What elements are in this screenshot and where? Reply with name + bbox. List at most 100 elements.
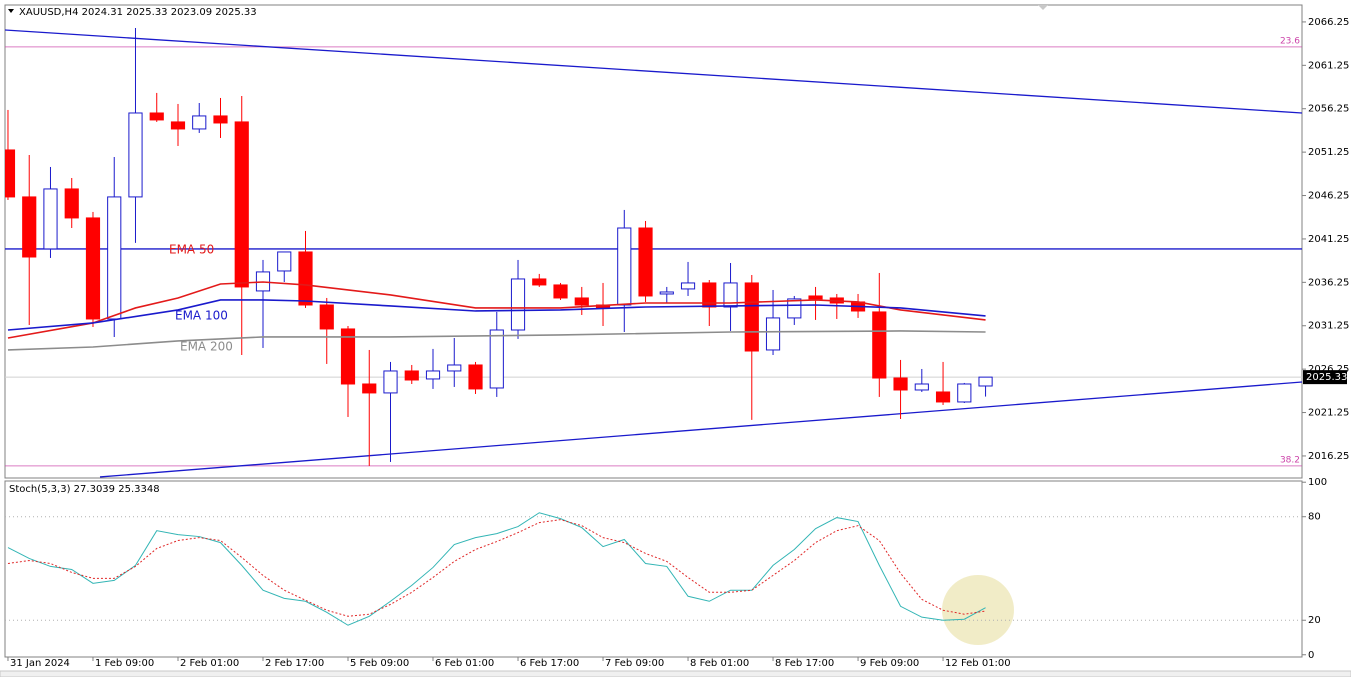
close-value: 2025.33: [215, 7, 256, 18]
fib-level-label: 38.2: [1280, 455, 1300, 465]
highlight: [942, 575, 1014, 645]
x-tick-label: 6 Feb 17:00: [520, 658, 579, 669]
stoch-line: [7, 512, 986, 626]
symbol-header: XAUUSD,H4 2024.31 2025.33 2023.09 2025.3…: [19, 7, 257, 18]
candle-body: [638, 227, 653, 297]
candle-body: [617, 227, 632, 306]
candle-body: [447, 364, 462, 372]
stoch-line: [7, 519, 986, 617]
ema-line: [7, 330, 986, 351]
candle-body: [85, 217, 101, 320]
shift-marker: [1038, 5, 1048, 10]
y-tick-label: 0: [1308, 650, 1314, 661]
axes: 2016.25 2021.25 2026.25 2031.25 2036.25 2041.…: [7, 17, 1349, 669]
main-plot: 23.6 38.2: [5, 28, 1302, 478]
x-tick-label: 5 Feb 09:00: [350, 658, 409, 669]
candle-body: [978, 376, 993, 387]
candle-body: [319, 304, 334, 330]
candle-body: [744, 282, 759, 352]
candle-body: [723, 282, 738, 308]
menu-triangle[interactable]: [8, 9, 14, 13]
indicator-name: Stoch(5,3,3): [9, 484, 71, 495]
candle-body: [425, 370, 441, 380]
candle-body: [192, 115, 207, 130]
candle-body: [362, 383, 377, 394]
x-tick-label: 2 Feb 01:00: [180, 658, 239, 669]
candle-body: [149, 112, 164, 121]
scrollbar[interactable]: [0, 670, 1351, 677]
main-value: 27.3039: [74, 484, 115, 495]
y-tick-label: 20: [1308, 615, 1321, 626]
main-panel-frame: [4, 4, 1303, 479]
signal-value: 25.3348: [118, 484, 159, 495]
y-tick-label: 2036.25: [1308, 277, 1349, 288]
price-label-box: [1303, 370, 1347, 385]
x-tick-label: 7 Feb 09:00: [605, 658, 664, 669]
candle-body: [893, 377, 908, 391]
trendline: [99, 381, 1302, 478]
candle-body: [170, 121, 186, 130]
candle-body: [298, 251, 313, 306]
ema-200-label: EMA 200: [180, 340, 233, 354]
candle-body: [957, 383, 972, 403]
candle-body: [340, 328, 356, 385]
candle-body: [234, 121, 249, 288]
candle-body: [404, 370, 419, 381]
candle-body: [5, 149, 16, 198]
symbol: XAUUSD,H4: [19, 7, 78, 18]
high-value: 2025.33: [126, 7, 167, 18]
y-tick-label: 2031.25: [1308, 321, 1349, 332]
trendline: [5, 29, 1302, 114]
ema-100-label: EMA 100: [175, 309, 228, 323]
low-value: 2023.09: [171, 7, 212, 18]
candle-body: [553, 284, 568, 299]
x-tick-label: 9 Feb 09:00: [860, 658, 919, 669]
open-value: 2024.31: [82, 7, 123, 18]
candle-body: [872, 311, 887, 379]
x-tick-label: 12 Feb 01:00: [945, 658, 1011, 669]
candle-body: [468, 364, 483, 390]
candle-body: [64, 188, 79, 219]
candle-body: [489, 329, 504, 389]
candle-body: [765, 317, 781, 351]
y-tick-label: 2046.25: [1308, 191, 1349, 202]
candle-body: [574, 297, 589, 306]
candle-body: [107, 196, 122, 320]
y-tick-label: 2016.25: [1308, 451, 1349, 462]
y-tick-label: 100: [1308, 477, 1327, 488]
ema-50-label: EMA 50: [169, 243, 214, 257]
y-tick-label: 2021.25: [1308, 408, 1349, 419]
x-tick-label: 31 Jan 2024: [10, 658, 70, 669]
candle-body: [43, 188, 58, 250]
y-tick-label: 2056.25: [1308, 104, 1349, 115]
y-tick-label: 2051.25: [1308, 147, 1349, 158]
stoch-panel-frame: [4, 480, 1303, 658]
x-tick-label: 8 Feb 01:00: [690, 658, 749, 669]
price-label: 2025.33: [1306, 372, 1347, 383]
stoch-header: Stoch(5,3,3) 27.3039 25.3348: [9, 484, 160, 495]
y-tick-label: 2026.25: [1308, 364, 1349, 375]
candle-body: [659, 291, 674, 295]
candle-body: [935, 391, 951, 403]
candle-body: [680, 282, 696, 290]
stoch-plot: [5, 512, 1302, 626]
y-tick-label: 2061.25: [1308, 60, 1349, 71]
candle-body: [808, 295, 823, 300]
y-tick-label: 80: [1308, 512, 1321, 523]
x-tick-label: 1 Feb 09:00: [95, 658, 154, 669]
candle-body: [383, 370, 398, 394]
x-tick-label: 8 Feb 17:00: [775, 658, 834, 669]
y-tick-label: 2041.25: [1308, 234, 1349, 245]
candle-body: [277, 251, 292, 272]
candle-body: [22, 196, 37, 258]
candle-body: [787, 298, 802, 319]
x-tick-label: 2 Feb 17:00: [265, 658, 324, 669]
ema-line: [7, 299, 986, 331]
candle-body: [914, 383, 929, 391]
candle-body: [510, 278, 526, 331]
x-tick-label: 6 Feb 01:00: [435, 658, 494, 669]
ema-line: [7, 281, 986, 339]
candle-body: [532, 278, 547, 286]
